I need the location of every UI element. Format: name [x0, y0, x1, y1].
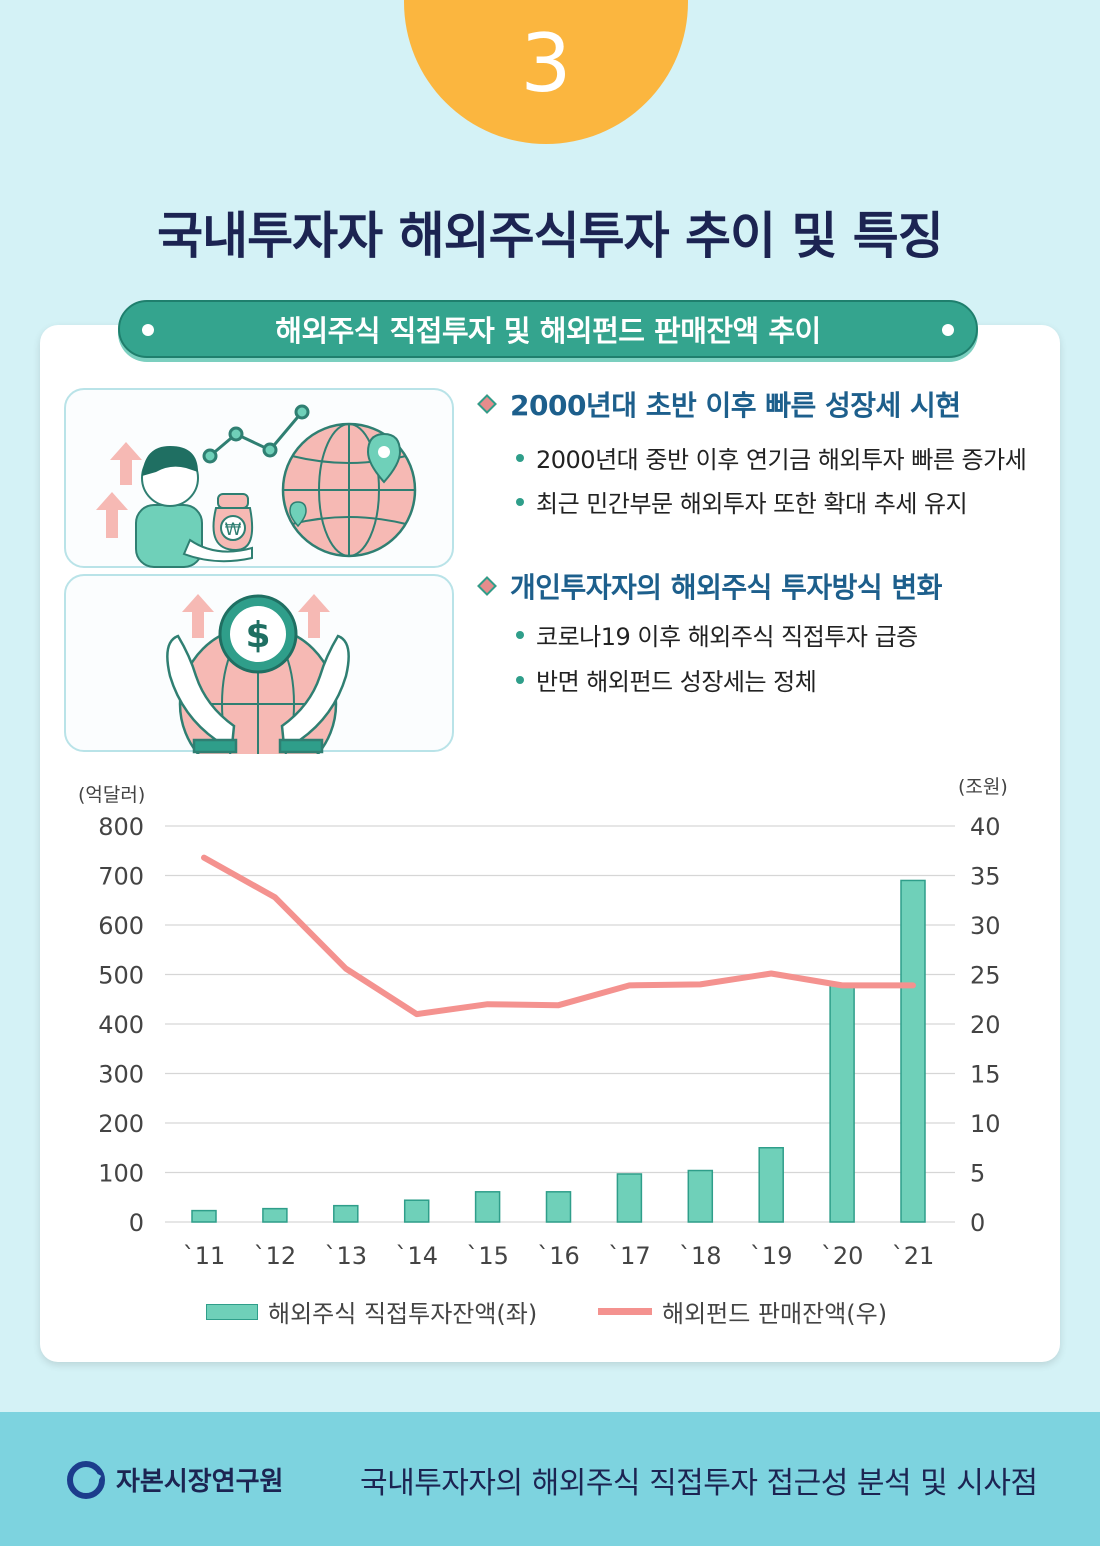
section-2-bullet-2: 반면 해외펀드 성장세는 정체 — [516, 662, 817, 697]
org-logo-icon — [67, 1461, 105, 1499]
up-arrow-icon — [96, 442, 142, 538]
money-bag-icon: ₩ — [182, 493, 254, 563]
section-banner: 해외주식 직접투자 및 해외펀드 판매잔액 추이 — [118, 300, 978, 358]
up-arrow-icon — [182, 594, 330, 638]
badge-number: 3 — [520, 17, 572, 110]
won-symbol: ₩ — [225, 520, 242, 540]
section-2-bullet-1: 코로나19 이후 해외주식 직접투자 급증 — [516, 617, 918, 652]
banner-title: 해외주식 직접투자 및 해외펀드 판매잔액 추이 — [275, 314, 821, 348]
legend-line-label: 해외펀드 판매잔액(우) — [662, 1300, 888, 1328]
hands-icon — [166, 634, 350, 754]
bullet-dot-icon — [516, 453, 524, 462]
diamond-bullet-icon — [477, 394, 497, 414]
section-1-bullet-2: 최근 민간부문 해외투자 또한 확대 추세 유지 — [516, 484, 968, 519]
page-title: 국내투자자 해외주식투자 추이 및 특징 — [157, 207, 944, 265]
investor-illustration: ₩ — [96, 404, 417, 568]
legend-bar-swatch — [206, 1303, 258, 1320]
section-1-bullet-1: 2000년대 중반 이후 연기금 해외투자 빠른 증가세 — [516, 440, 1027, 475]
diamond-bullet-icon — [477, 576, 497, 596]
bullet-dot-icon — [516, 497, 524, 506]
legend-bar: 해외주식 직접투자잔액(좌) — [206, 1294, 537, 1329]
hands-globe-illustration-box: $ — [64, 574, 454, 784]
banner-dot-right — [942, 324, 954, 336]
section-2-title: 개인투자자의 해외주식 투자방식 변화 — [477, 566, 942, 606]
dollar-coin-icon: $ — [218, 594, 298, 674]
growth-line-icon — [202, 404, 310, 464]
section-1-title: 2000년대 초반 이후 빠른 성장세 시현 — [477, 384, 961, 424]
banner-dot-left — [142, 324, 154, 336]
right-axis-unit: (조원) — [958, 776, 1008, 798]
legend-bar-label: 해외주식 직접투자잔액(좌) — [268, 1300, 538, 1328]
legend-line-swatch — [598, 1308, 652, 1315]
investor-illustration-box: ₩ — [64, 388, 454, 568]
org-name: 자본시장연구원 — [116, 1467, 284, 1497]
bullet-dot-icon — [516, 630, 524, 639]
report-title: 국내투자자의 해외주식 직접투자 접근성 분석 및 시사점 — [360, 1466, 1038, 1501]
footer-bar — [0, 1412, 1100, 1546]
location-pin-icon — [289, 432, 402, 528]
legend-line: 해외펀드 판매잔액(우) — [598, 1294, 887, 1329]
left-axis-unit: (억달러) — [78, 784, 146, 806]
hands-globe-illustration: $ — [166, 594, 350, 784]
dollar-symbol: $ — [245, 615, 270, 656]
bullet-dot-icon — [516, 675, 524, 684]
